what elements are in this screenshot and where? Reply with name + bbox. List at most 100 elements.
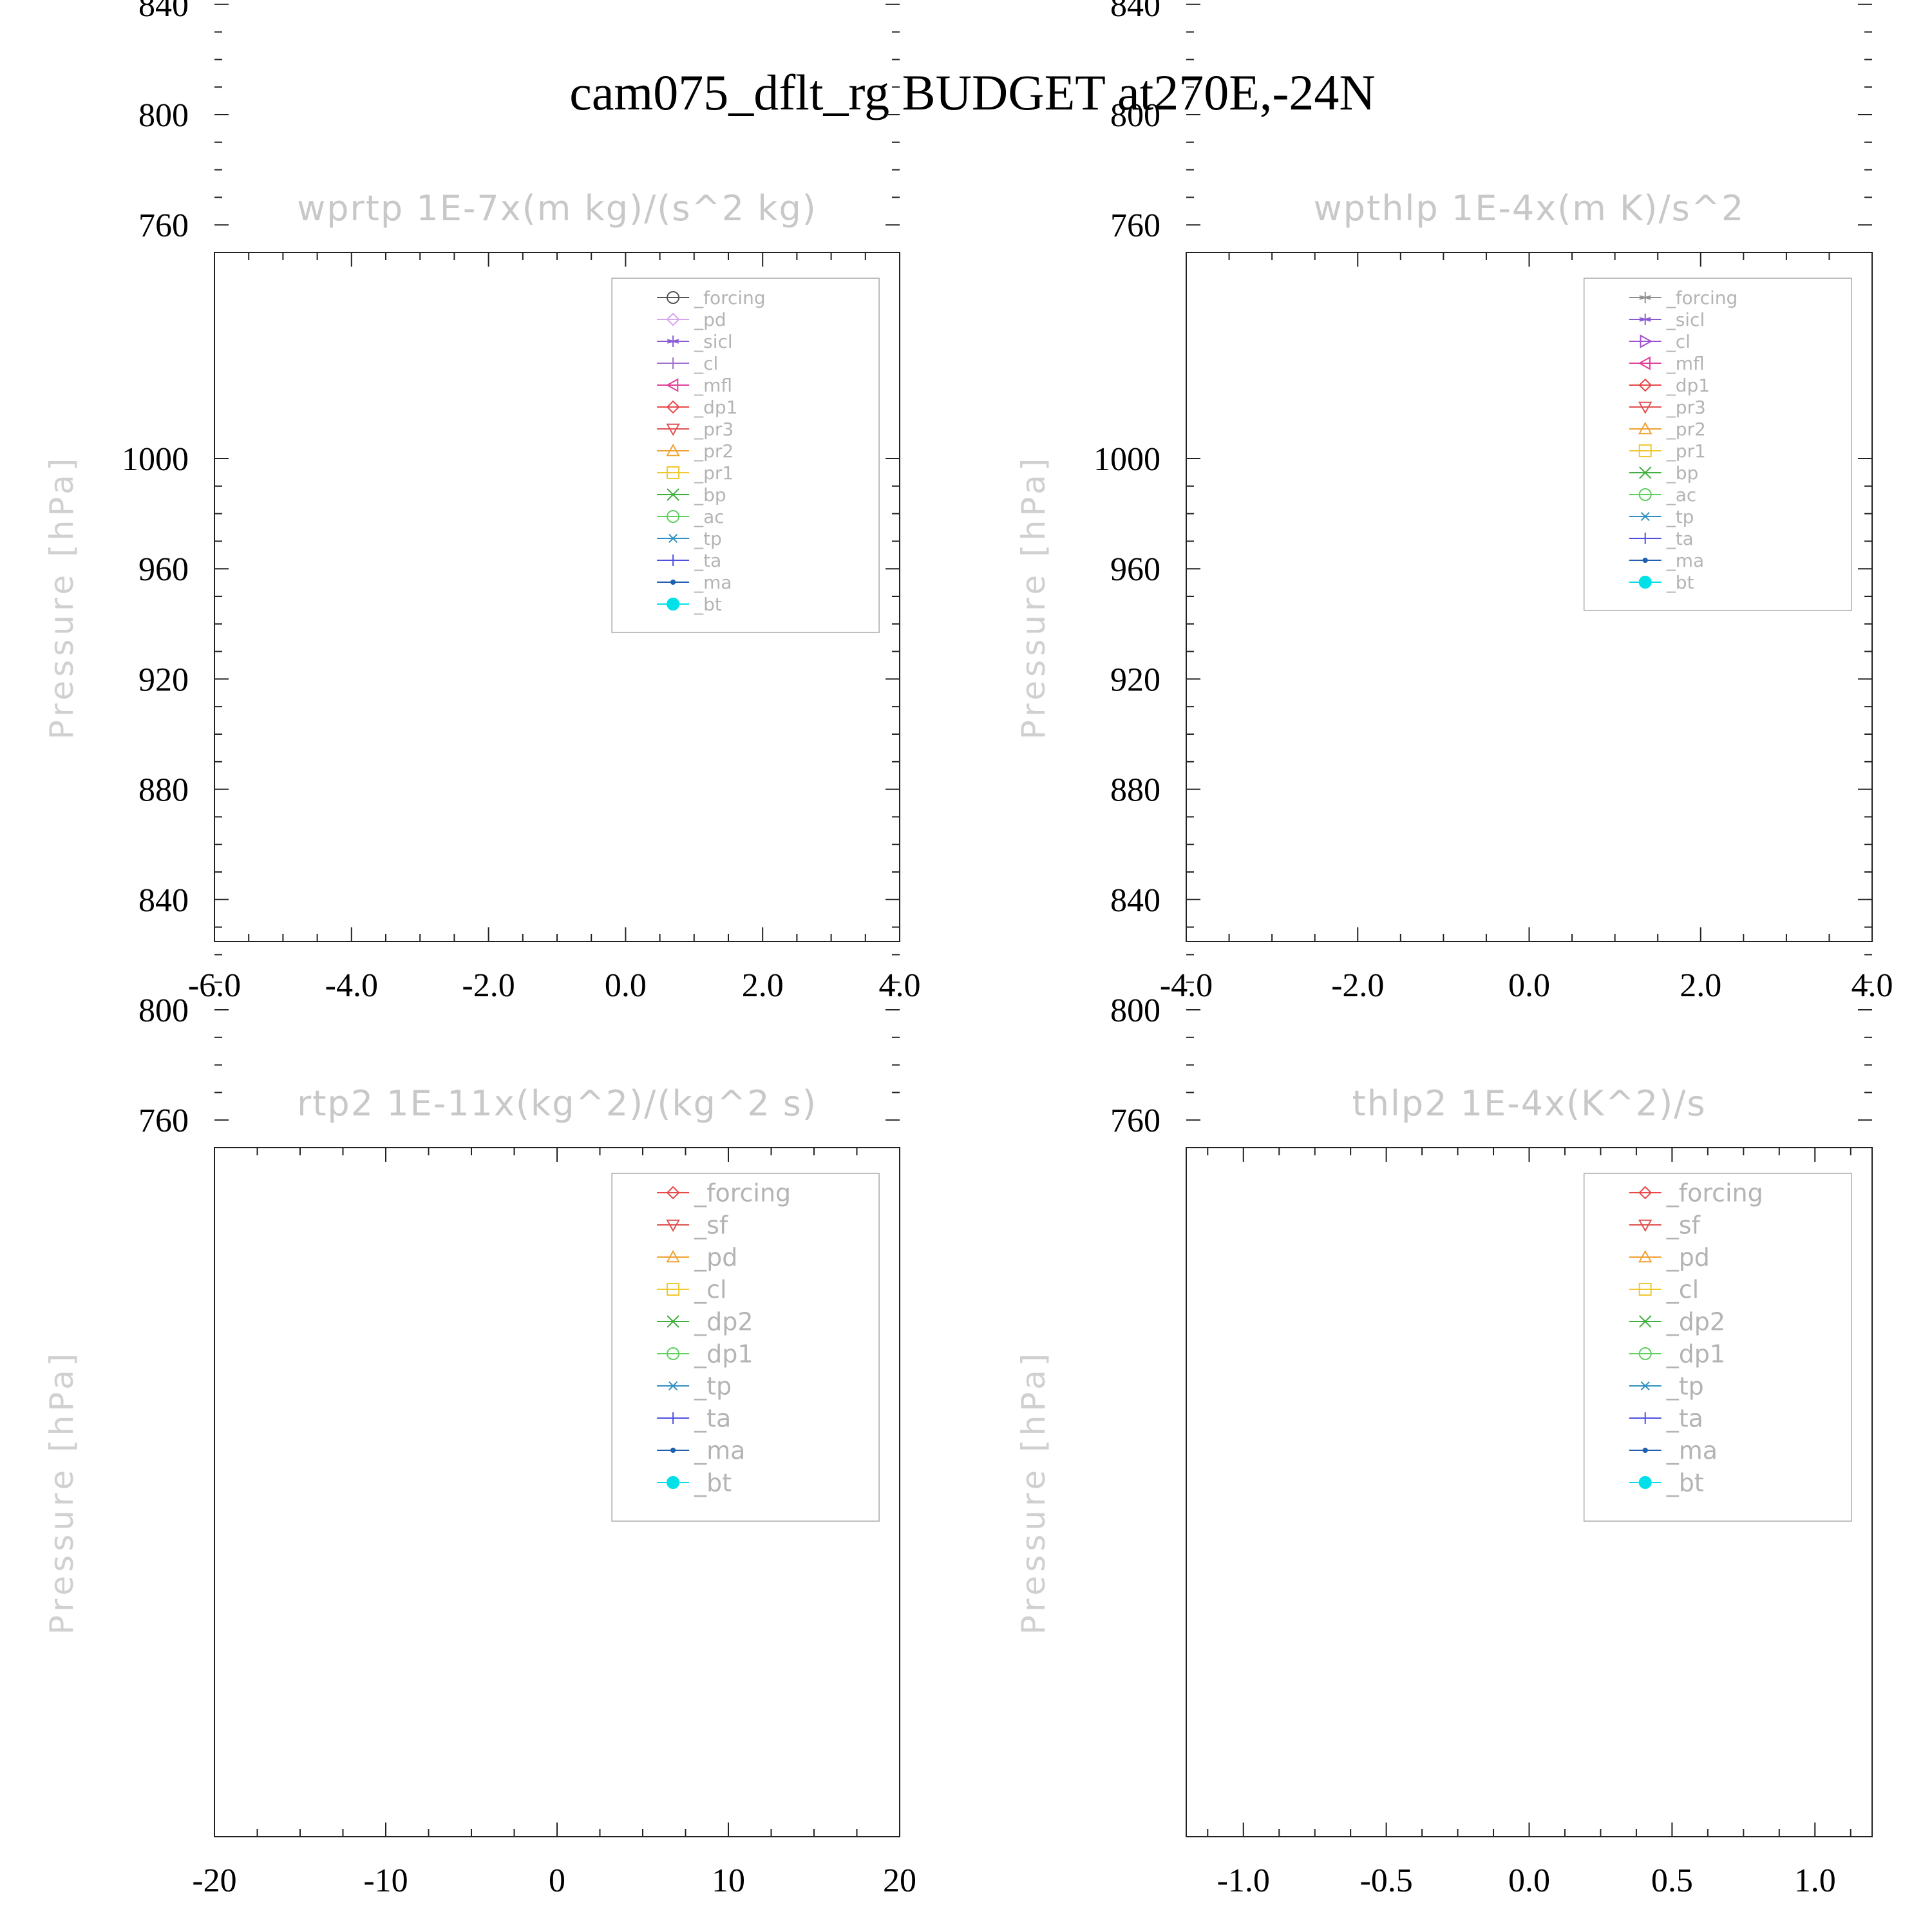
legend-entry: _sicl: [1666, 309, 1705, 330]
data-point_dp1: [1512, 535, 1524, 547]
legend-entry: _ac: [694, 506, 724, 527]
data-point_bt: [551, 453, 563, 464]
data-point_bt: [551, 1125, 563, 1137]
data-point_forcing: [551, 453, 563, 464]
legend-entry: _tp: [1666, 506, 1694, 527]
data-point_ta: [627, 161, 638, 173]
data-point_dp2: [1515, 877, 1526, 889]
legend-entry: _bt: [1666, 1468, 1704, 1497]
data-point_dp1: [294, 933, 306, 944]
legend-entry: _dp1: [694, 397, 737, 418]
data-point_pd: [1524, 466, 1535, 477]
x-tick-label: -4.0: [1160, 967, 1213, 1004]
data-point_pr1: [606, 161, 618, 173]
data-point_bt: [1524, 508, 1535, 520]
legend-entry: _dp1: [694, 1340, 753, 1368]
data-point_ta: [551, 453, 563, 464]
data-point_ac: [1524, 95, 1535, 107]
data-point_sf: [551, 594, 563, 605]
data-point_dp1: [1481, 657, 1492, 668]
data-point_tp: [589, 509, 601, 518]
data-point_dp2: [509, 466, 520, 478]
data-point_pr3: [1437, 162, 1449, 173]
legend-entry: _forcing: [1666, 1179, 1763, 1207]
data-point_bp: [1823, 37, 1835, 49]
data-point_bt: [551, 990, 563, 1002]
legend-marker: [667, 1315, 679, 1328]
data-point_dp2: [1518, 535, 1530, 547]
legend-entry: _dp2: [694, 1307, 753, 1336]
legend-marker: [1639, 314, 1651, 325]
data-point_ma: [1527, 597, 1531, 601]
data-point_ta: [1515, 161, 1526, 173]
x-tick-label: -20: [192, 1862, 236, 1899]
data-point_forcing: [1524, 825, 1535, 837]
legend-entry: _ma: [1666, 550, 1704, 571]
data-point_ta: [502, 535, 513, 547]
data-point_ta: [1524, 466, 1535, 478]
data-point_ta: [1506, 37, 1518, 49]
data-point_pd: [551, 563, 563, 573]
data-point_ta: [1524, 230, 1535, 242]
panel-title: wpthlp 1E-4x(m K)/s^2: [1314, 188, 1745, 229]
data-point_tp: [1809, 827, 1821, 835]
data-point_tp: [1738, 780, 1749, 788]
data-point_pd: [551, 734, 563, 744]
data-point_sf: [551, 509, 563, 519]
data-point_cl: [1524, 696, 1535, 707]
data-point_tp: [1595, 658, 1606, 667]
data-point_tp: [1538, 565, 1549, 573]
data-point_pd: [1524, 825, 1535, 835]
legend-entry: _sicl: [694, 331, 733, 352]
data-point_ma: [555, 470, 559, 474]
data-point_ma: [555, 597, 559, 601]
data-point_bt: [551, 1056, 563, 1068]
data-point_bt: [551, 657, 563, 668]
x-tick-label: 2.0: [742, 967, 784, 1004]
data-point_sf: [551, 536, 563, 547]
data-point_dp1: [363, 778, 374, 790]
data-point_cl: [1524, 95, 1535, 107]
y-tick-label: 920: [1110, 661, 1160, 698]
data-point_sicl: [620, 161, 631, 173]
data-point_forcing: [551, 508, 563, 520]
panel-title: thlp2 1E-4x(K^2)/s: [1352, 1083, 1707, 1124]
data-point_dp1: [320, 825, 332, 837]
data-point_tp: [1489, 232, 1501, 240]
data-point_dp2: [1518, 563, 1530, 574]
legend-marker: [1638, 466, 1652, 479]
data-point_pr3: [1395, 96, 1406, 106]
data-point_bp: [1772, 95, 1784, 107]
legend-entry: _ma: [1666, 1436, 1718, 1464]
data-point_dp2: [546, 778, 558, 790]
data-point_tp: [1538, 485, 1549, 493]
data-point_ta: [697, 990, 708, 1002]
data-point_sf: [1524, 564, 1535, 574]
data-point_bp: [1695, 161, 1707, 173]
plot-frame: [1186, 1147, 1873, 1837]
data-point_tp: [748, 468, 760, 477]
y-tick-label: 760: [138, 207, 189, 244]
data-point_bt: [1524, 877, 1535, 889]
data-point_dp1: [491, 483, 503, 495]
data-point_ma: [1527, 165, 1531, 169]
data-point_pr1: [1524, 230, 1535, 242]
data-point_dp2: [546, 825, 558, 837]
data-point_bt: [551, 563, 563, 574]
data-point_sf: [1524, 594, 1535, 605]
data-point_ma: [1527, 737, 1531, 741]
data-point_bt: [1524, 466, 1535, 478]
data-point_pr2: [1524, 95, 1535, 106]
data-point_cl: [1524, 161, 1535, 173]
data-point_dp1: [551, 453, 563, 464]
data-point_forcing: [551, 623, 563, 635]
legend-marker: [667, 533, 679, 544]
data-point_pd: [1524, 1056, 1535, 1066]
data-point_sf: [551, 484, 563, 495]
data-point_ta: [1509, 623, 1520, 635]
data-point_tp: [817, 697, 828, 705]
data-point_cl: [551, 1125, 563, 1137]
data-point_dp2: [551, 453, 563, 464]
data-point_dp2: [1509, 466, 1520, 478]
y-tick-label: 760: [1110, 207, 1160, 244]
